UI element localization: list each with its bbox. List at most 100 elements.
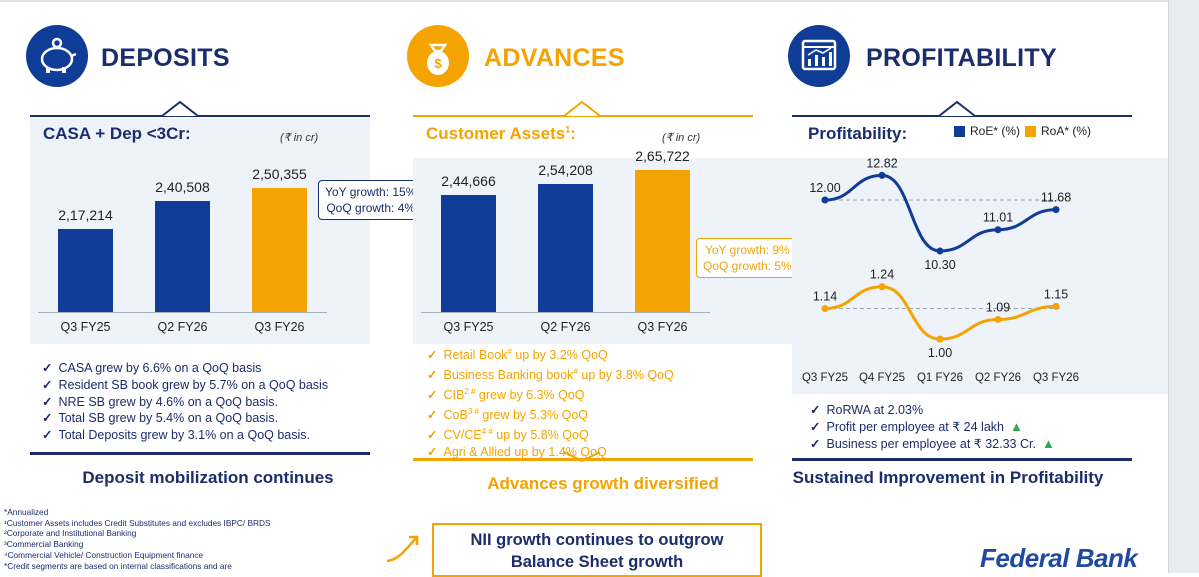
deposits-subtitle: CASA + Dep <3Cr: — [43, 124, 191, 143]
money-bag-icon: $ — [407, 25, 469, 87]
data-point — [1052, 206, 1060, 214]
bullet-text: Business per employee at ₹ 32.33 Cr. — [826, 436, 1036, 451]
profitability-title: PROFITABILITY — [866, 44, 1057, 72]
up-triangle-icon: ▲ — [1041, 435, 1055, 451]
profitability-chart-panel — [792, 158, 1168, 394]
data-point — [821, 196, 829, 204]
check-icon: ✓ — [427, 408, 438, 423]
bullet-text: Agri & Allied up by 1.4% QoQ — [443, 444, 607, 459]
footnote-line: *Credit segments are based on internal c… — [4, 560, 232, 571]
legend-roa-label: RoA* (%) — [1041, 124, 1092, 138]
bar-1-1 — [538, 183, 593, 312]
check-icon: ✓ — [427, 348, 438, 363]
bullet-item: ✓ Total SB grew by 5.4% on a QoQ basis. — [42, 410, 328, 427]
data-point-label: 1.09 — [986, 300, 1010, 314]
bullet-item: ✓ CASA grew by 6.6% on a QoQ basis — [42, 360, 328, 377]
series-line-roe — [824, 173, 1057, 253]
data-point — [936, 247, 944, 255]
bullet-superscript: # — [573, 366, 578, 376]
check-icon: ✓ — [427, 388, 438, 403]
series-line-roa — [824, 285, 1057, 341]
advances-yoy: YoY growth: 9% — [704, 243, 790, 257]
bullet-text-tail: grew by 5.3% QoQ — [478, 408, 589, 423]
x-tick-label: Q3 FY26 — [637, 320, 688, 334]
svg-text:$: $ — [434, 56, 442, 71]
bullet-item: ✓ Retail Book# up by 3.2% QoQ — [427, 344, 674, 364]
bullet-text: Retail Book — [443, 348, 508, 363]
deposits-title: DEPOSITS — [101, 44, 230, 72]
nii-growth-box: NII growth continues to outgrow Balance … — [432, 523, 762, 577]
x-tick-label: Q3 FY25 — [802, 372, 848, 384]
bullet-item: ✓ NRE SB grew by 4.6% on a QoQ basis. — [42, 394, 328, 411]
x-tick-label: Q2 FY26 — [540, 320, 591, 334]
bullet-text: Resident SB book grew by 5.7% on a QoQ b… — [58, 377, 329, 392]
check-icon: ✓ — [42, 361, 53, 375]
up-triangle-icon: ▲ — [1009, 418, 1023, 434]
bar-value-label: 2,54,208 — [538, 161, 593, 178]
deposits-conclusion-line — [30, 452, 370, 455]
data-point-label: 1.00 — [928, 346, 952, 360]
footnote-line: ¹Customer Assets includes Credit Substit… — [4, 517, 271, 528]
x-tick-label: Q1 FY26 — [917, 372, 963, 384]
bullet-item: ✓ CV/CE4 # up by 5.8% QoQ — [427, 424, 674, 444]
deposits-conclusion: Deposit mobilization continues — [82, 468, 334, 487]
bar-1-2 — [635, 169, 690, 312]
deposits-bullets: ✓ CASA grew by 6.6% on a QoQ basis ✓ Reside… — [42, 360, 328, 444]
bullet-item: ✓ CoB3 # grew by 5.3% QoQ — [427, 404, 674, 424]
top-divider — [0, 0, 1168, 2]
bullet-text: CASA grew by 6.6% on a QoQ basis — [58, 361, 262, 375]
bar-value-label: 2,17,214 — [58, 207, 113, 224]
bullet-text: RoRWA at 2.03% — [826, 403, 924, 417]
bullet-item: ✓ Profit per employee at ₹ 24 lakh ▲ — [810, 419, 1055, 436]
footnote-line: *Annualized — [4, 507, 49, 517]
bullet-text: Total Deposits grew by 3.1% on a QoQ bas… — [58, 428, 310, 443]
footnote-line: ²Corporate and Institutional Banking — [4, 528, 137, 539]
bar-0-2 — [252, 188, 307, 312]
bullet-item: ✓ Resident SB book grew by 5.7% on a QoQ … — [42, 377, 328, 394]
data-point — [994, 226, 1002, 234]
x-tick-label: Q2 FY26 — [157, 320, 208, 334]
profitability-line-chart: 12.00 12.82 10.30 11.01 11.68 1.14 1.24 1.00 1.0… — [802, 156, 1079, 384]
data-point — [878, 283, 886, 291]
bar-value-label: 2,65,722 — [635, 147, 690, 164]
check-icon: ✓ — [42, 428, 53, 443]
piggy-bank-icon — [26, 25, 88, 87]
profitability-conclusion: Sustained Improvement in Profitability — [792, 468, 1104, 487]
federal-bank-logo: Federal Bank — [980, 543, 1138, 573]
legend-roe-label: RoE* (%) — [970, 124, 1021, 138]
bullet-text: Total SB grew by 5.4% on a QoQ basis. — [58, 411, 279, 426]
advances-unit: (₹ in cr) — [662, 132, 701, 144]
advances-conclusion: Advances growth diversified — [487, 474, 719, 493]
growth-arrow-icon — [386, 535, 419, 563]
bullet-item: ✓ Business per employee at ₹ 32.33 Cr. ▲ — [810, 436, 1055, 453]
bar-value-label: 2,44,666 — [441, 173, 496, 190]
bullet-item: ✓ Agri & Allied up by 1.4% QoQ — [427, 444, 674, 461]
bullet-text: Business Banking book — [443, 368, 574, 383]
bullet-item: ✓ Total Deposits grew by 3.1% on a QoQ ba… — [42, 427, 328, 444]
deposits-qoq: QoQ growth: 4% — [326, 201, 416, 215]
data-point — [878, 171, 886, 179]
deposits-divider-notch — [161, 100, 199, 117]
bullet-superscript: 3 # — [467, 406, 479, 416]
analytics-dashboard-icon — [788, 25, 850, 87]
deposits-growth-callout: YoY growth: 15% QoQ growth: 4% — [318, 180, 424, 220]
bar-0-1 — [155, 200, 210, 312]
bullet-text-tail: up by 3.2% QoQ — [511, 348, 608, 363]
data-point-label: 11.01 — [983, 211, 1013, 225]
data-point — [936, 335, 944, 343]
bullet-text: CoB — [443, 408, 468, 423]
bar-0-0 — [58, 229, 113, 312]
bullet-text: CV/CE — [443, 427, 482, 442]
data-point-label: 1.14 — [813, 290, 837, 304]
profitability-bullets: ✓ RoRWA at 2.03% ✓ Profit per employee at ₹… — [810, 402, 1055, 452]
x-tick-label: Q3 FY26 — [254, 320, 305, 334]
advances-growth-callout: YoY growth: 9% QoQ growth: 5% — [696, 238, 799, 278]
bullet-item: ✓ CIB2 # grew by 6.3% QoQ — [427, 384, 674, 404]
data-point-label: 11.68 — [1041, 191, 1071, 205]
footnote-line: ⁴Commercial Vehicle/ Construction Equipm… — [4, 549, 204, 560]
footnotes: *Annualized ¹Customer Assets includes Cre… — [4, 507, 271, 571]
bullet-text-tail: up by 3.8% QoQ — [577, 368, 674, 383]
bullet-item: ✓ Business Banking book# up by 3.8% QoQ — [427, 364, 674, 384]
bullet-text-tail: grew by 6.3% QoQ — [475, 388, 585, 403]
footnote-line: ³Commercial Banking — [4, 539, 84, 550]
